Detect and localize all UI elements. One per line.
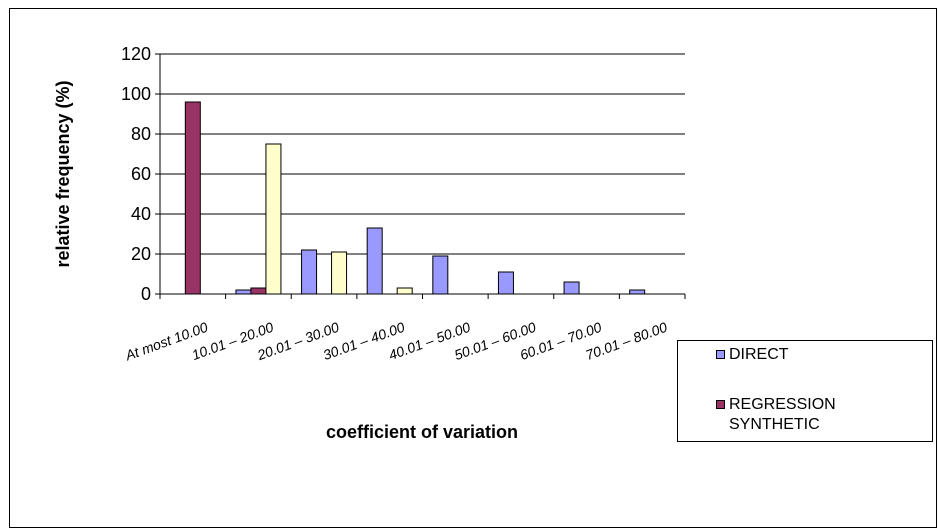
y-tick-label: 20 [131,244,151,264]
legend-item-direct: DIRECT [716,345,919,365]
bar-series-2 [396,287,413,295]
legend-label-regression-synthetic: REGRESSION SYNTHETIC [729,396,836,433]
bar-series-2 [331,251,348,295]
bar-direct [629,289,646,295]
y-tick-label: 60 [131,164,151,184]
legend-item-regression-synthetic: REGRESSION SYNTHETIC [716,395,919,435]
bar-regression-synthetic [250,287,267,295]
y-tick-label: 40 [131,204,151,224]
bar-direct [366,227,383,295]
bar-series-2 [265,143,282,295]
bar-direct [235,289,252,295]
legend-swatch-direct [716,350,725,359]
y-tick-label: 80 [131,124,151,144]
y-tick-label: 120 [121,44,151,64]
bar-direct [301,249,318,295]
y-axis-title: relative frequency (%) [53,80,73,267]
x-axis-title: coefficient of variation [326,422,518,442]
legend-swatch-regression-synthetic [716,400,725,409]
y-tick-label: 100 [121,84,151,104]
bar-regression-synthetic [184,101,201,295]
legend: DIRECT REGRESSION SYNTHETIC [677,340,933,442]
y-tick-label: 0 [141,284,151,304]
bar-direct [497,271,514,295]
bar-direct [563,281,580,295]
bar-direct [432,255,449,295]
legend-label-direct: DIRECT [729,346,789,363]
